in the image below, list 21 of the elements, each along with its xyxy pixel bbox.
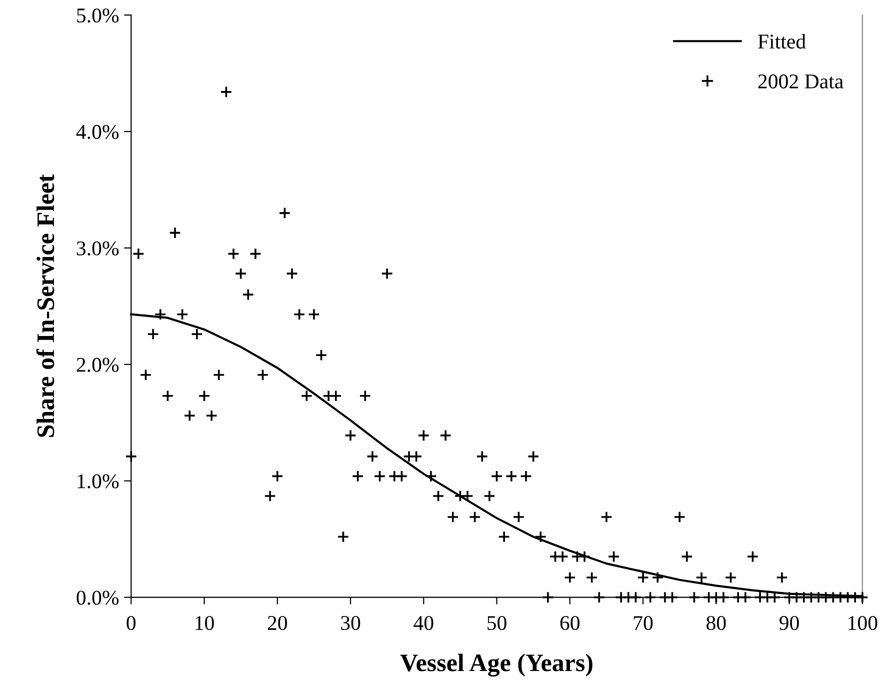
x-axis-title: Vessel Age (Years) — [400, 654, 592, 677]
y-tick-label: 3.0% — [76, 241, 119, 256]
y-axis-title: Share of In-Service Fleet — [36, 174, 54, 437]
x-tick-label: 40 — [414, 616, 434, 630]
legend-label: 2002 Data — [758, 74, 844, 88]
x-tick-label: 10 — [196, 616, 214, 630]
x-tick-label: 0 — [126, 616, 136, 630]
x-tick-label: 50 — [488, 616, 506, 630]
x-tick-label: 100 — [848, 616, 878, 630]
y-tick-label: 5.0% — [77, 8, 119, 23]
x-tick-label: 70 — [634, 616, 653, 630]
y-tick-label: 1.0% — [78, 474, 119, 488]
y-tick-label: 0.0% — [76, 590, 119, 605]
legend-label: Fitted — [758, 34, 806, 49]
x-tick-label: 80 — [706, 616, 726, 630]
x-tick-label: 20 — [268, 616, 287, 630]
y-tick-label: 4.0% — [76, 124, 119, 140]
x-tick-label: 90 — [780, 616, 799, 630]
x-tick-label: 60 — [560, 616, 580, 630]
y-tick-label: 2.0% — [76, 358, 119, 372]
x-tick-label: 30 — [341, 616, 360, 630]
